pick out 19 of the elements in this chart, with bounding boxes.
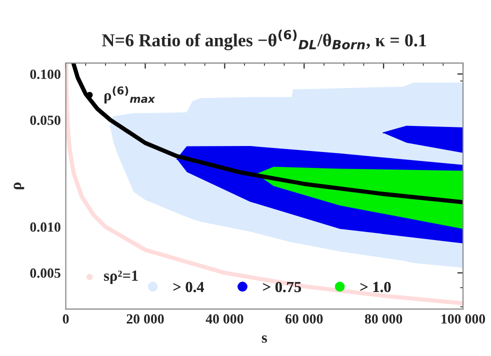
legend-label: > 1.0 [360,282,391,292]
x-tick-label: 100 000 [442,314,486,324]
x-tick-label: 60 000 [286,314,323,324]
x-tick-label: 0 [62,314,69,324]
legend-label: sρ²=1 [104,270,138,284]
y-tick-label: 0.005 [30,268,60,278]
x-tick-label: 40 000 [206,314,244,324]
legend-label: ρ$^{(6)}$$_{max}$ [104,86,156,104]
legend-label: > 0.75 [263,282,302,292]
line-series [71,63,464,204]
x-tick-label: 20 000 [126,314,164,324]
x-tick-label: 80 000 [364,314,402,324]
y-tick-label: 0.010 [30,222,60,232]
x-axis-title: s [262,335,267,343]
legend-label: > 0.4 [173,282,204,292]
chart-title: N=6 Ratio of angles −θ$^{(6)}$$_{DL}$/θ$_{Born}$, κ = 0.1 [102,30,426,50]
y-tick-label: 0.100 [30,70,60,80]
y-tick-label: 0.050 [30,116,60,126]
y-axis-title: ρ [14,182,24,190]
